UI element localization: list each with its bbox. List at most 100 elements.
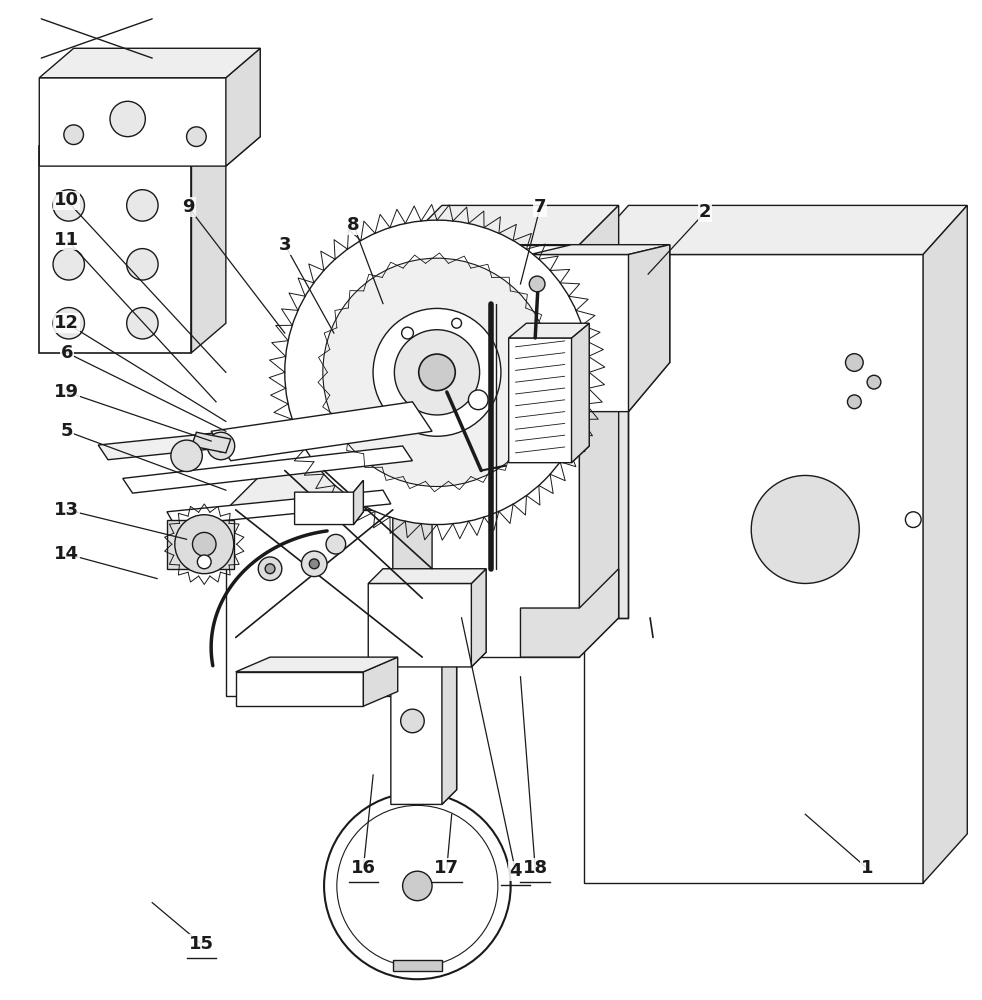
Circle shape — [468, 390, 488, 410]
Text: 13: 13 — [54, 501, 80, 519]
Text: 7: 7 — [534, 198, 546, 216]
Circle shape — [285, 220, 589, 525]
Circle shape — [847, 395, 861, 409]
Circle shape — [53, 249, 84, 280]
Circle shape — [452, 318, 462, 328]
Circle shape — [846, 354, 863, 371]
Circle shape — [468, 463, 504, 498]
Circle shape — [64, 125, 83, 145]
Text: 3: 3 — [279, 236, 291, 254]
Text: 16: 16 — [351, 859, 376, 877]
Polygon shape — [393, 960, 442, 971]
Circle shape — [53, 190, 84, 221]
Polygon shape — [167, 520, 234, 569]
Circle shape — [529, 276, 545, 292]
Circle shape — [171, 440, 202, 472]
Polygon shape — [167, 490, 391, 526]
Circle shape — [905, 512, 921, 527]
Circle shape — [542, 355, 558, 370]
Circle shape — [337, 805, 498, 966]
Polygon shape — [123, 446, 412, 493]
Text: 2: 2 — [699, 203, 711, 221]
Polygon shape — [530, 245, 670, 254]
Circle shape — [53, 308, 84, 339]
Circle shape — [207, 432, 235, 460]
Polygon shape — [509, 323, 589, 463]
Text: 8: 8 — [348, 216, 359, 234]
Polygon shape — [509, 323, 589, 338]
Polygon shape — [363, 657, 398, 706]
Polygon shape — [226, 510, 393, 696]
Circle shape — [215, 440, 227, 452]
Polygon shape — [530, 245, 670, 412]
Polygon shape — [471, 569, 486, 667]
Text: 4: 4 — [510, 862, 521, 880]
Polygon shape — [191, 117, 226, 353]
Text: 10: 10 — [54, 191, 80, 209]
Polygon shape — [226, 48, 260, 166]
Polygon shape — [354, 480, 363, 525]
Text: 5: 5 — [61, 422, 73, 440]
Circle shape — [197, 555, 211, 569]
Polygon shape — [442, 647, 457, 804]
Circle shape — [301, 551, 327, 577]
Circle shape — [373, 308, 501, 436]
Circle shape — [192, 532, 216, 556]
Text: 11: 11 — [54, 231, 80, 249]
Polygon shape — [584, 254, 628, 618]
Text: 15: 15 — [189, 935, 214, 953]
Polygon shape — [923, 205, 967, 883]
Circle shape — [309, 559, 319, 569]
Text: 12: 12 — [54, 314, 80, 332]
Polygon shape — [39, 48, 260, 166]
Circle shape — [751, 475, 859, 583]
Circle shape — [187, 127, 206, 146]
Polygon shape — [236, 657, 398, 672]
Polygon shape — [368, 569, 486, 667]
Polygon shape — [211, 402, 432, 461]
Circle shape — [395, 330, 479, 415]
Circle shape — [175, 515, 234, 574]
Polygon shape — [226, 471, 432, 510]
Circle shape — [127, 190, 158, 221]
Circle shape — [403, 871, 432, 901]
Circle shape — [326, 534, 346, 554]
Polygon shape — [39, 48, 260, 78]
Polygon shape — [403, 205, 619, 245]
Polygon shape — [39, 117, 226, 146]
Circle shape — [867, 375, 881, 389]
Text: 9: 9 — [183, 198, 194, 216]
Polygon shape — [403, 245, 579, 657]
Circle shape — [402, 327, 413, 339]
Polygon shape — [191, 432, 231, 453]
Circle shape — [110, 101, 145, 137]
Text: 17: 17 — [434, 859, 460, 877]
Circle shape — [418, 354, 456, 391]
Circle shape — [401, 709, 424, 733]
Text: 14: 14 — [54, 545, 80, 563]
Circle shape — [258, 557, 282, 581]
Polygon shape — [391, 647, 457, 662]
Text: 1: 1 — [861, 859, 873, 877]
Text: 6: 6 — [61, 344, 73, 362]
Polygon shape — [295, 480, 363, 525]
Circle shape — [127, 249, 158, 280]
Circle shape — [324, 793, 511, 979]
Circle shape — [265, 564, 275, 574]
Polygon shape — [391, 647, 457, 804]
Polygon shape — [579, 205, 619, 657]
Polygon shape — [39, 146, 191, 353]
Circle shape — [323, 258, 551, 486]
Polygon shape — [236, 672, 363, 706]
Polygon shape — [572, 323, 589, 463]
Polygon shape — [628, 245, 670, 412]
Polygon shape — [368, 569, 486, 583]
Polygon shape — [393, 471, 432, 696]
Text: 18: 18 — [522, 859, 548, 877]
Polygon shape — [520, 569, 619, 657]
Circle shape — [127, 308, 158, 339]
Polygon shape — [584, 254, 923, 883]
Circle shape — [557, 372, 567, 382]
Polygon shape — [98, 417, 383, 460]
Polygon shape — [584, 205, 967, 254]
